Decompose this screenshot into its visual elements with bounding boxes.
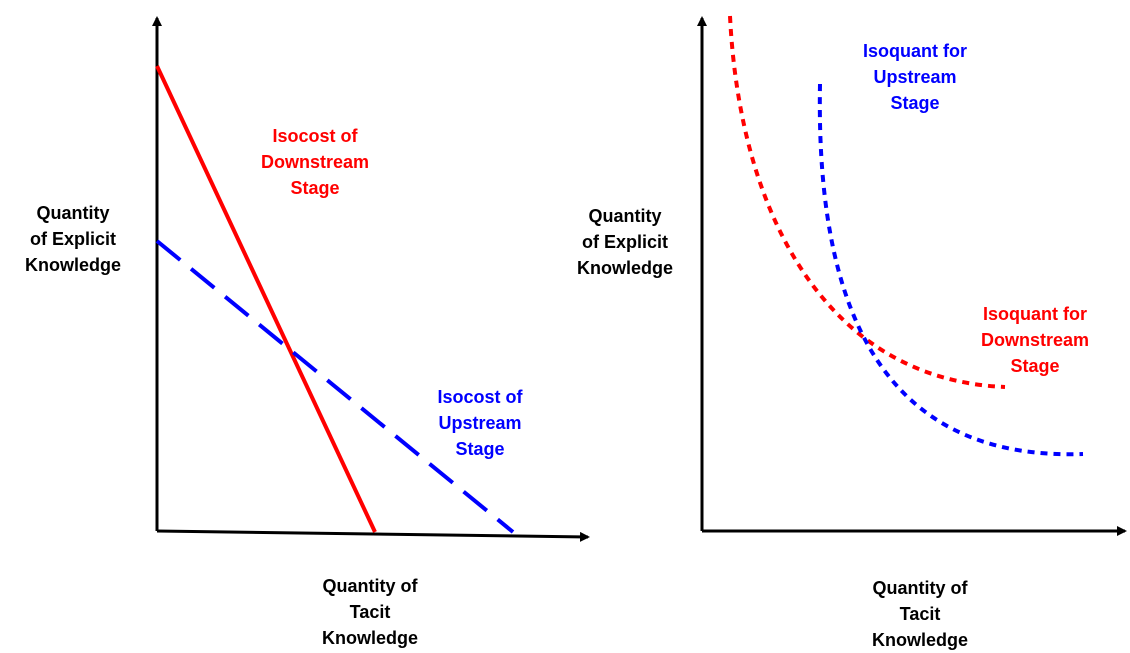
left-y-axis-label: Quantity of Explicit Knowledge bbox=[24, 203, 121, 275]
downstream-isocost-line bbox=[155, 65, 377, 533]
left-upstream-label: Isocost of Upstream Stage bbox=[437, 387, 523, 459]
upstream-isoquant-curve bbox=[817, 83, 1084, 457]
left-x-axis-label: Quantity of Tacit Knowledge bbox=[321, 576, 418, 648]
upstream-isocost-line bbox=[155, 239, 515, 534]
downstream-isoquant-curve bbox=[728, 15, 1006, 389]
right-downstream-label: Isoquant for Downstream Stage bbox=[980, 304, 1090, 376]
right-upstream-label: Isoquant for Upstream Stage bbox=[863, 41, 967, 113]
right-y-axis-label: Quantity of Explicit Knowledge bbox=[576, 206, 673, 278]
left-downstream-label: Isocost of Downstream Stage bbox=[260, 126, 370, 198]
left-x-axis bbox=[156, 529, 590, 542]
right-x-axis-label: Quantity of Tacit Knowledge bbox=[871, 578, 968, 650]
